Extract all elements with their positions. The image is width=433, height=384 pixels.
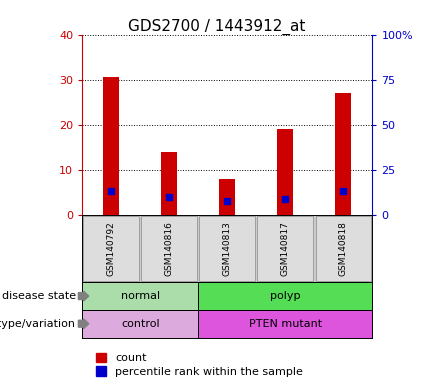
Text: control: control <box>121 319 160 329</box>
Text: GSM140817: GSM140817 <box>281 221 290 276</box>
FancyBboxPatch shape <box>142 216 197 281</box>
FancyBboxPatch shape <box>198 282 372 310</box>
FancyBboxPatch shape <box>82 310 198 338</box>
Text: genotype/variation: genotype/variation <box>0 319 76 329</box>
FancyBboxPatch shape <box>200 216 255 281</box>
FancyBboxPatch shape <box>82 282 198 310</box>
Text: PTEN mutant: PTEN mutant <box>249 319 322 329</box>
Bar <box>335 93 352 215</box>
Text: disease state: disease state <box>2 291 76 301</box>
Text: GDS2700 / 1443912_at: GDS2700 / 1443912_at <box>128 19 305 35</box>
FancyBboxPatch shape <box>316 216 371 281</box>
FancyBboxPatch shape <box>198 310 372 338</box>
Bar <box>277 129 294 215</box>
Bar <box>219 179 236 215</box>
FancyBboxPatch shape <box>258 216 313 281</box>
FancyBboxPatch shape <box>84 216 139 281</box>
Text: GSM140818: GSM140818 <box>339 221 348 276</box>
Legend: count, percentile rank within the sample: count, percentile rank within the sample <box>97 353 303 377</box>
Bar <box>103 78 120 215</box>
Text: GSM140813: GSM140813 <box>223 221 232 276</box>
Text: normal: normal <box>121 291 160 301</box>
Text: GSM140816: GSM140816 <box>165 221 174 276</box>
Text: GSM140792: GSM140792 <box>107 221 116 276</box>
Bar <box>161 152 178 215</box>
Text: polyp: polyp <box>270 291 301 301</box>
